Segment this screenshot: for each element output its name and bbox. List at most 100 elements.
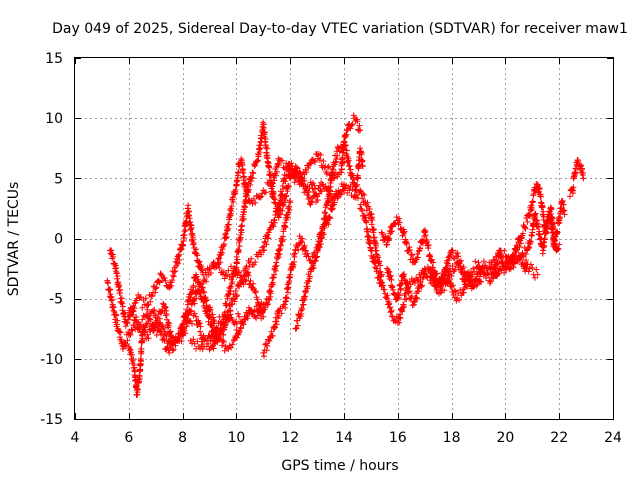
data-point [213,324,220,331]
data-point [238,325,245,332]
data-point [124,320,131,327]
data-point [212,329,219,336]
data-point [288,165,295,172]
data-point [498,253,505,260]
data-point [353,183,360,190]
data-point [113,269,120,276]
data-point [193,313,200,320]
data-point [233,293,240,300]
data-point [225,345,232,352]
data-point [257,249,264,256]
data-point [527,261,534,268]
chart-title: Day 049 of 2025, Sidereal Day-to-day VTE… [52,21,628,37]
data-point [252,162,259,169]
data-point [327,183,334,190]
data-point [266,287,273,294]
data-point [318,241,325,248]
data-point [334,194,341,201]
data-point [401,228,408,235]
data-point [396,319,403,326]
data-point [414,254,421,261]
data-point [308,181,315,188]
data-point [271,199,278,206]
data-point [187,318,194,325]
data-point [449,263,456,270]
data-point [456,258,463,265]
data-point [404,280,411,287]
data-point [273,321,280,328]
data-point [533,266,540,273]
data-point [283,172,290,179]
data-point [260,307,267,314]
data-point [540,247,547,254]
data-point [456,296,463,303]
data-point [228,203,235,210]
data-point [269,180,276,187]
y-tick-labels: -15 -10 -5 0 5 10 15 [40,51,63,428]
data-point [381,286,388,293]
data-point [264,301,271,308]
data-point [316,156,323,163]
data-point [366,206,373,213]
data-point [116,328,123,335]
data-point [117,329,124,336]
data-point [162,304,169,311]
data-point [354,181,361,188]
data-point [267,293,274,300]
data-point [483,265,490,272]
data-point [133,295,140,302]
data-point [304,250,311,257]
data-point [358,149,365,156]
data-point [266,337,273,344]
data-point [266,296,273,303]
data-point [128,351,135,358]
data-point [414,295,421,302]
data-point [133,313,140,320]
data-point [449,282,456,289]
data-point [222,309,229,316]
data-point [439,274,446,281]
data-point [294,165,301,172]
data-point [396,219,403,226]
x-tick-label: 18 [443,430,461,446]
data-point [275,254,282,261]
data-point [137,294,144,300]
data-point [371,254,378,261]
data-point [334,195,341,202]
data-point [106,287,113,294]
data-point [197,328,204,335]
data-point [301,242,308,249]
data-point [349,121,356,128]
data-point [285,209,292,216]
data-point [160,335,167,342]
data-point [501,264,508,271]
data-point [225,315,232,322]
data-point [534,271,541,278]
data-point [153,284,160,291]
data-point [502,265,509,272]
data-point [215,260,222,267]
data-point [557,214,564,221]
data-point [155,327,162,334]
data-point [214,339,221,346]
data-point [522,225,529,232]
data-point [273,262,280,269]
data-point [403,239,410,246]
data-point [312,186,319,193]
data-point [374,265,381,272]
data-point [377,262,384,269]
data-point [292,247,299,254]
data-point [445,268,452,275]
data-point [312,257,319,264]
data-point [406,247,413,254]
data-point [282,304,289,311]
data-point [271,219,278,226]
data-point [527,207,534,214]
data-point [122,340,129,347]
data-point [432,283,439,290]
data-point [311,182,318,189]
data-point [573,165,580,172]
data-point [387,272,394,279]
data-point [170,334,177,341]
